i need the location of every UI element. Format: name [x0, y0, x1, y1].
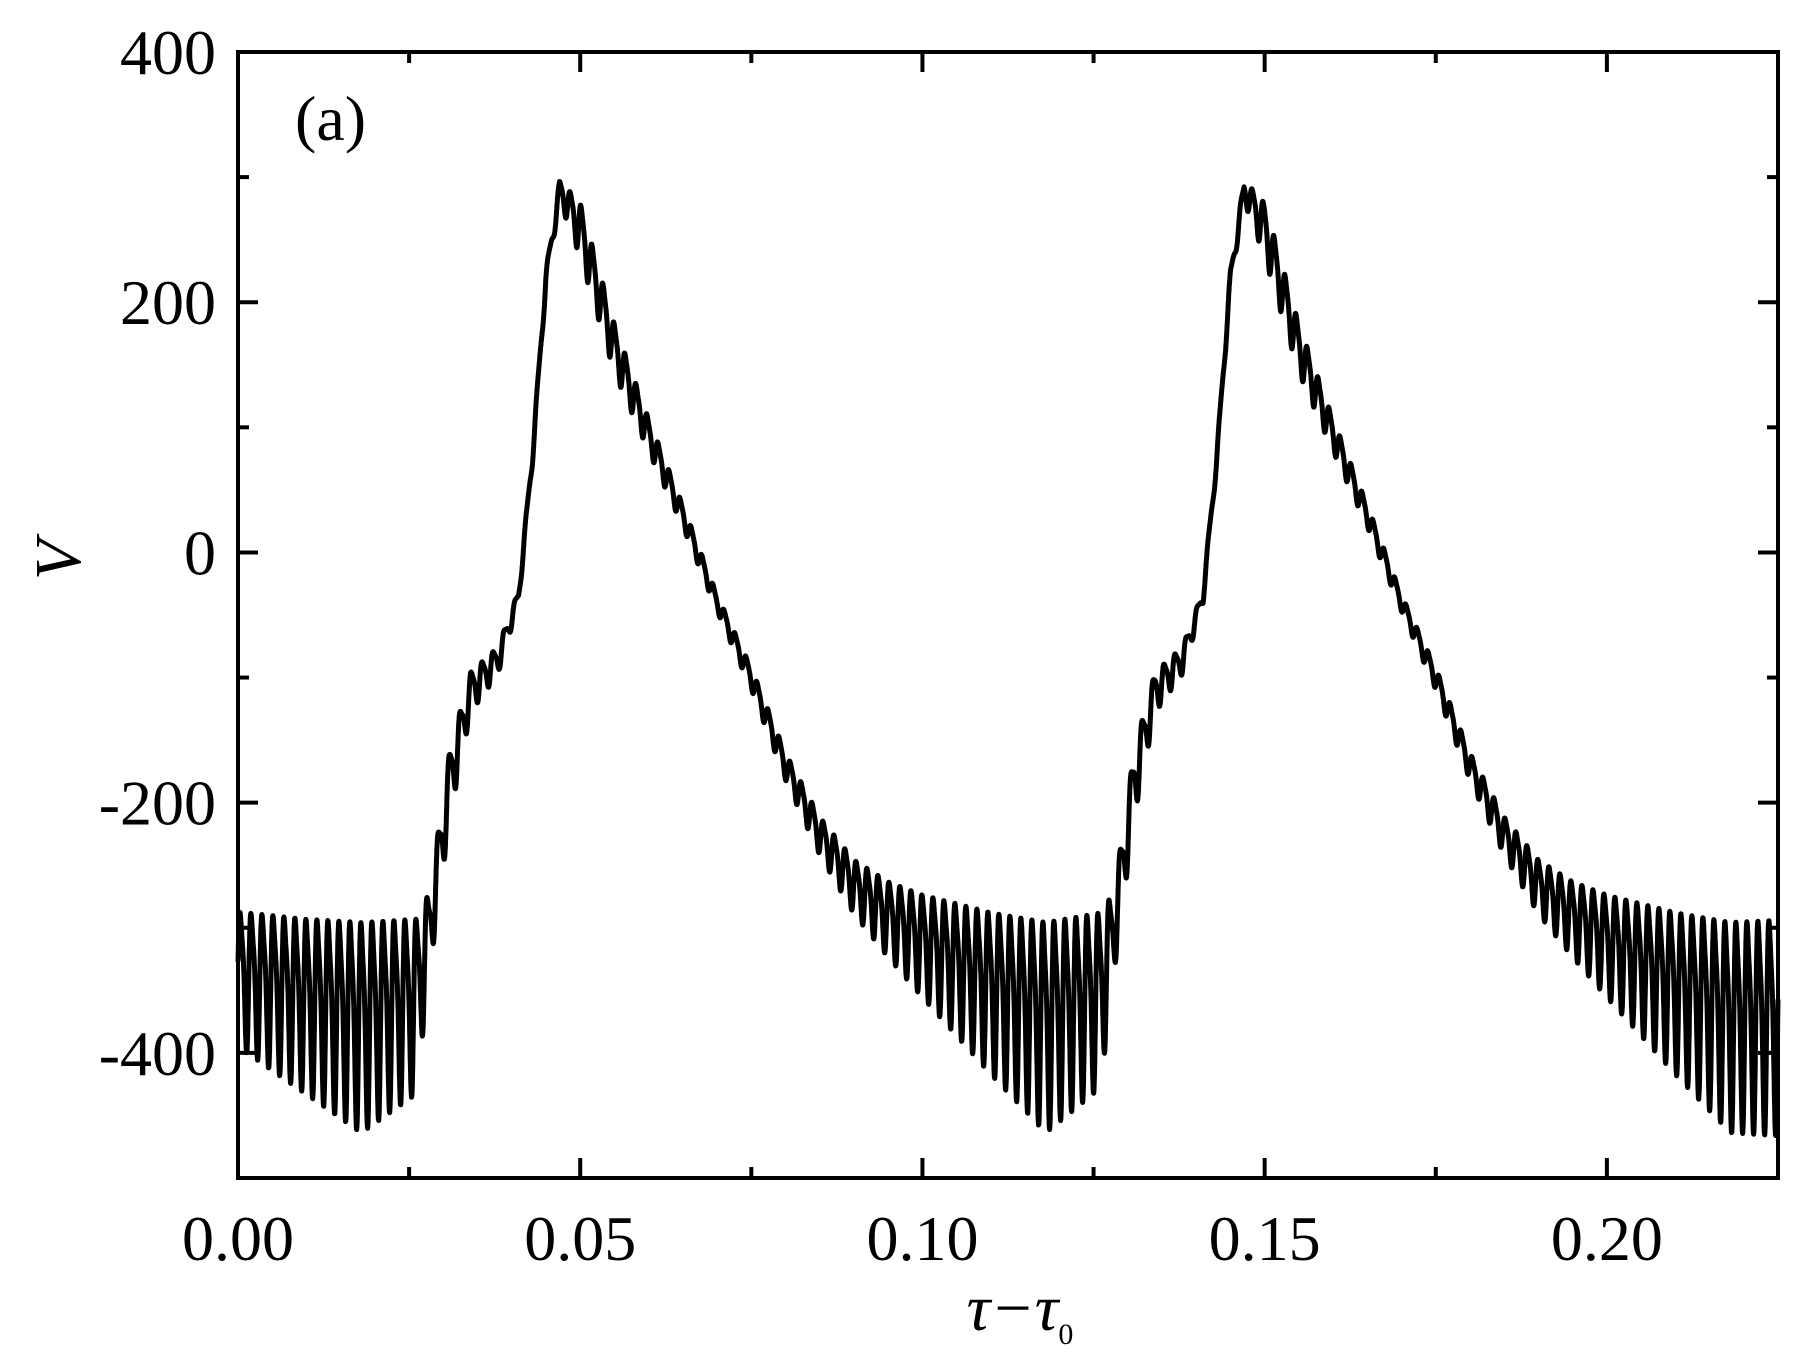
x-tick-label: 0.00 — [182, 1203, 294, 1274]
panel-label: (a) — [295, 83, 366, 154]
tick-labels: 0.00 0.05 0.10 0.15 0.20 400 200 0 -200 -400 — [99, 17, 1663, 1274]
series-line-v — [235, 179, 1781, 1138]
plot-frame — [236, 50, 1780, 1180]
y-axis-title: V — [22, 533, 95, 580]
y-tick-label: -400 — [99, 1018, 216, 1089]
y-tick-label: 400 — [120, 17, 216, 88]
y-tick-label: -200 — [99, 768, 216, 839]
x-tick-label: 0.15 — [1209, 1203, 1321, 1274]
x-tick-label: 0.05 — [524, 1203, 636, 1274]
x-tick-label: 0.10 — [866, 1203, 978, 1274]
y-tick-label: 0 — [184, 517, 216, 588]
x-axis-title-main: τ−τ — [967, 1272, 1061, 1345]
x-tick-label: 0.20 — [1551, 1203, 1663, 1274]
y-tick-label: 200 — [120, 267, 216, 338]
x-axis-title-subscript: 0 — [1058, 1318, 1073, 1351]
x-axis-title: τ−τ0 — [967, 1272, 1074, 1351]
